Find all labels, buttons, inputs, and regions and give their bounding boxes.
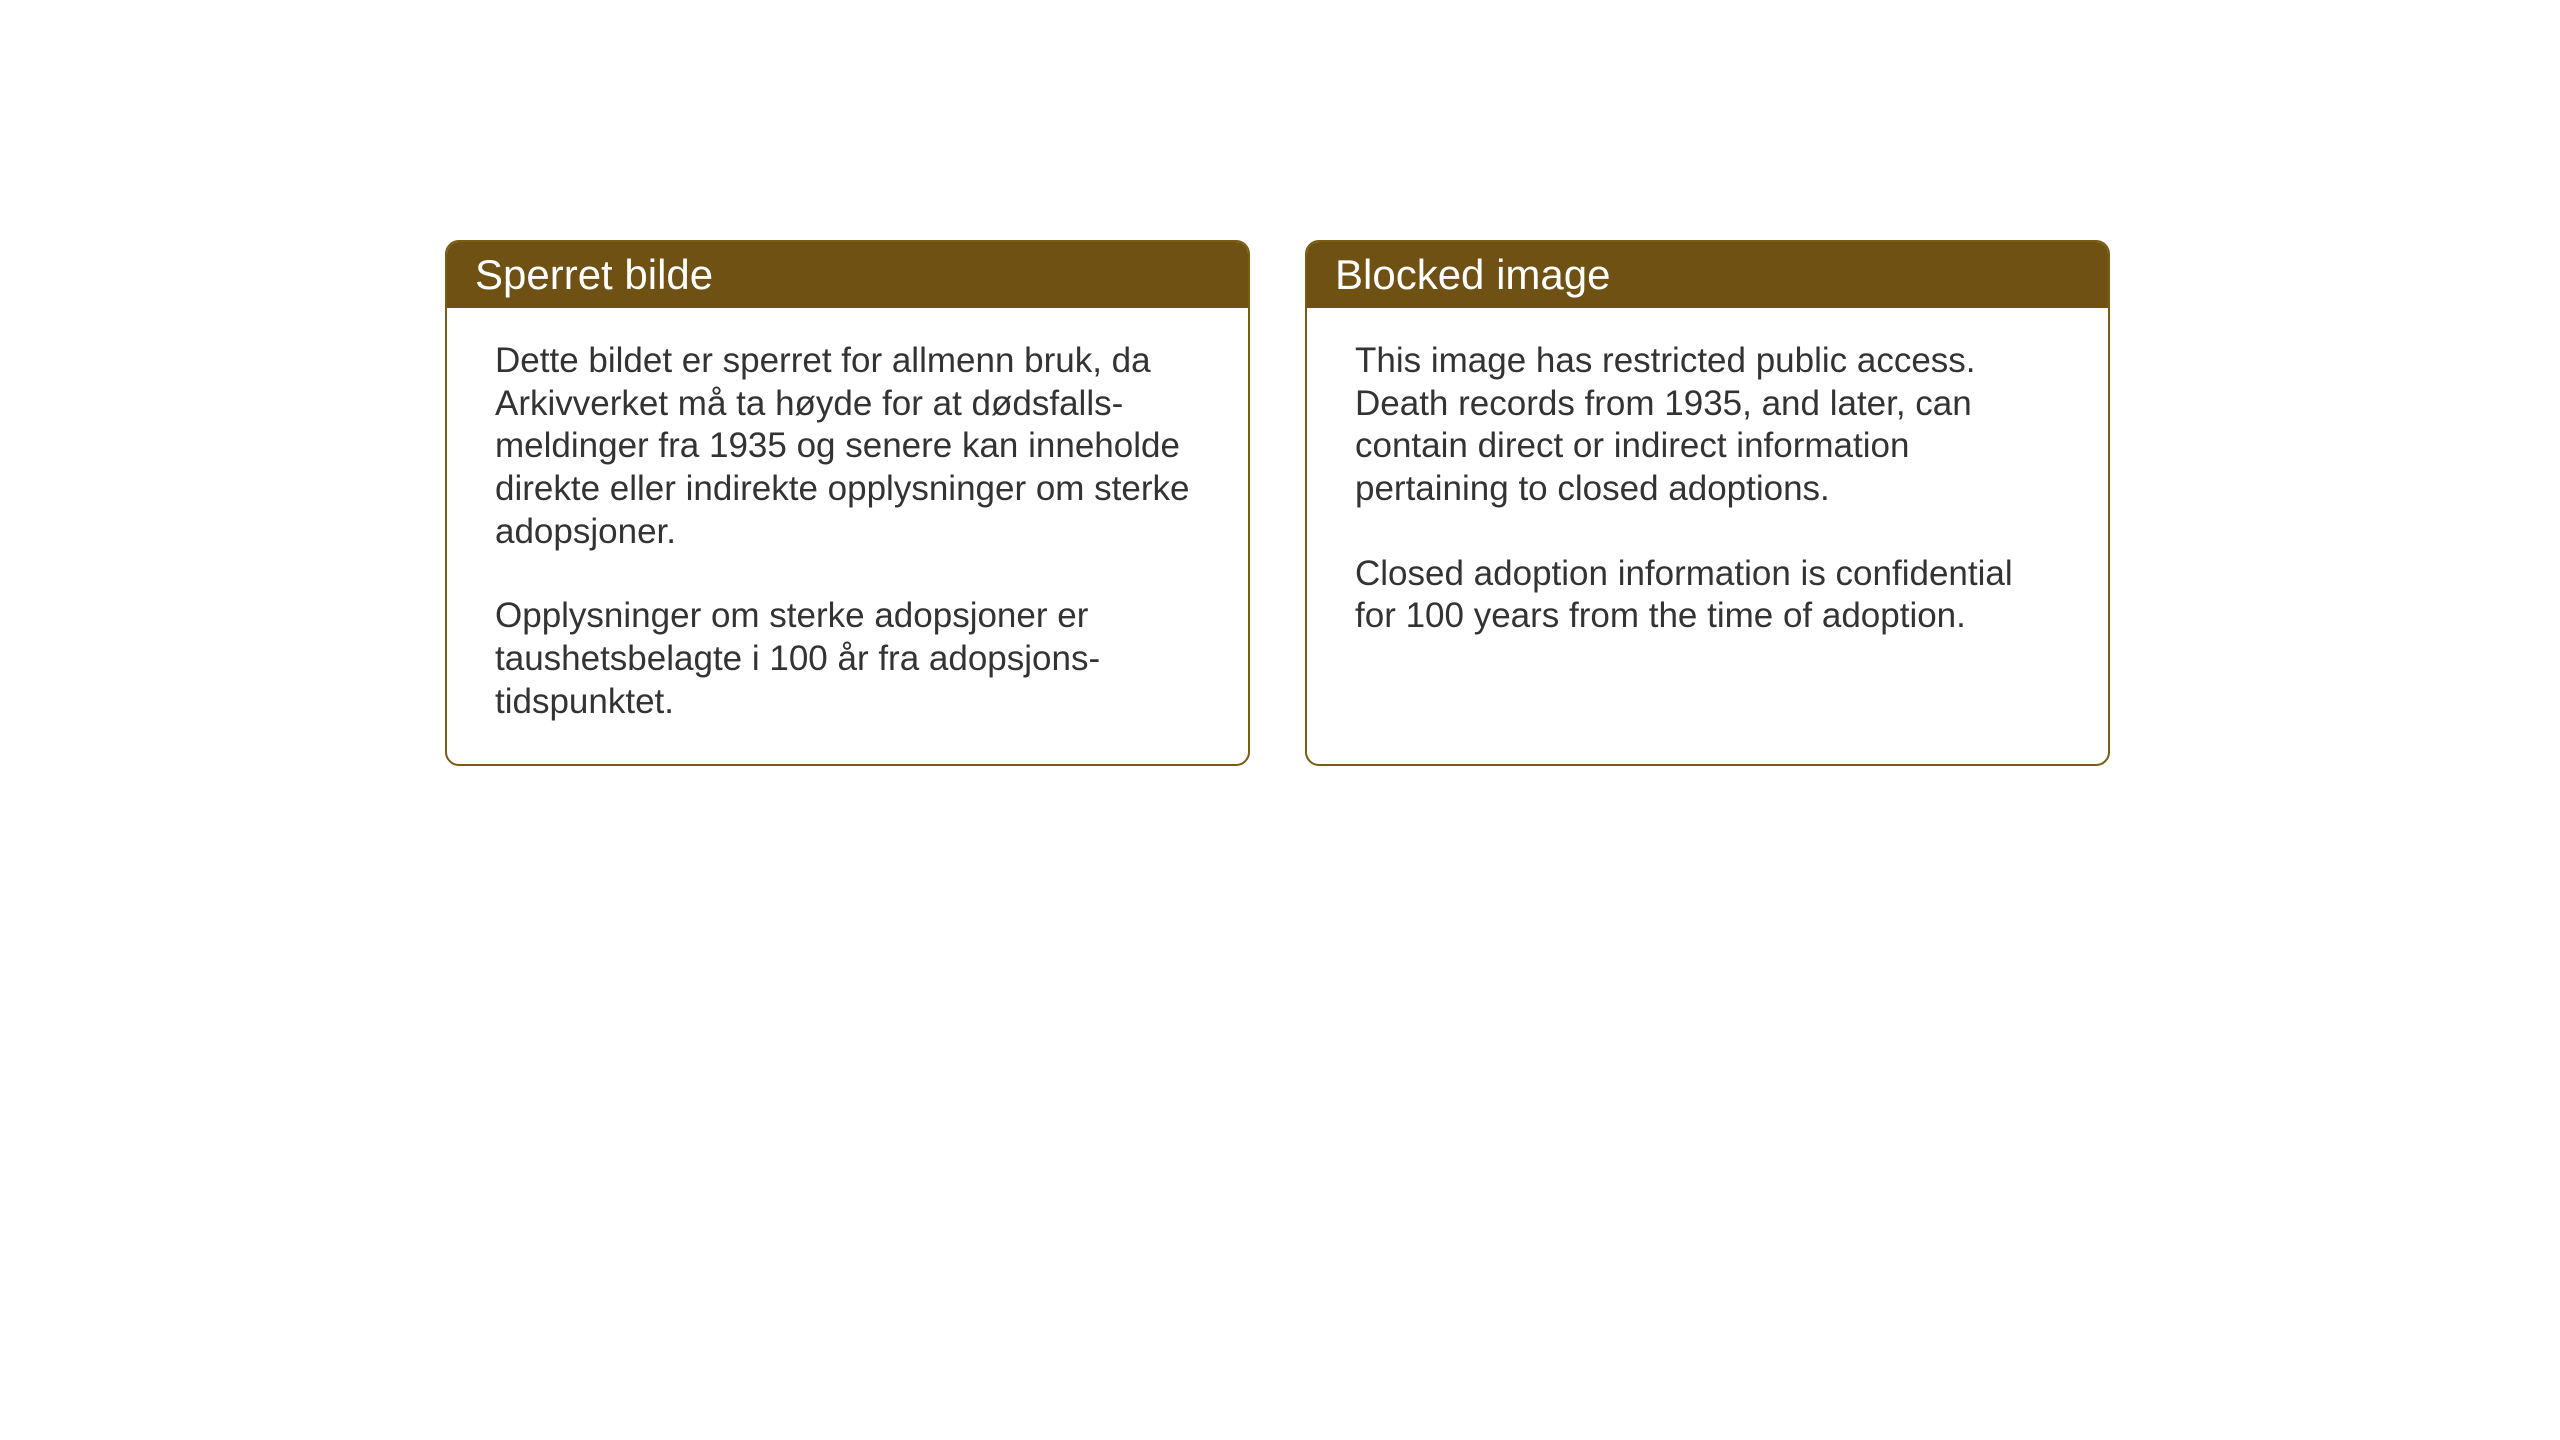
english-paragraph-1: This image has restricted public access.… bbox=[1355, 340, 2060, 511]
norwegian-paragraph-2: Opplysninger om sterke adopsjoner er tau… bbox=[495, 595, 1200, 723]
english-card-title: Blocked image bbox=[1307, 242, 2108, 308]
english-card: Blocked image This image has restricted … bbox=[1305, 240, 2110, 766]
english-card-body: This image has restricted public access.… bbox=[1307, 308, 2108, 678]
norwegian-card: Sperret bilde Dette bildet er sperret fo… bbox=[445, 240, 1250, 766]
english-paragraph-2: Closed adoption information is confident… bbox=[1355, 553, 2060, 638]
cards-container: Sperret bilde Dette bildet er sperret fo… bbox=[445, 240, 2110, 766]
norwegian-card-title: Sperret bilde bbox=[447, 242, 1248, 308]
norwegian-paragraph-1: Dette bildet er sperret for allmenn bruk… bbox=[495, 340, 1200, 553]
norwegian-card-body: Dette bildet er sperret for allmenn bruk… bbox=[447, 308, 1248, 764]
